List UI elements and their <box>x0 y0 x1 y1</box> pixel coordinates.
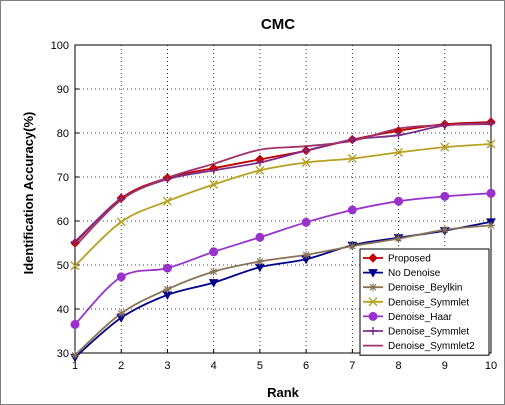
legend-marker <box>369 327 377 335</box>
data-point-4 <box>440 191 450 201</box>
data-point-4 <box>486 188 496 198</box>
y-axis-label: Identification Accuracy(%) <box>21 112 36 275</box>
series-line-5 <box>74 122 492 243</box>
data-point-2 <box>302 250 311 259</box>
data-point-5 <box>117 195 126 203</box>
data-point-4 <box>394 196 404 206</box>
series-line-3 <box>74 143 492 267</box>
y-tick-label: 50 <box>57 260 69 272</box>
y-tick-label: 100 <box>51 40 69 52</box>
y-tick-label: 30 <box>57 348 69 360</box>
data-point-5 <box>163 175 172 184</box>
data-point-2 <box>209 267 218 276</box>
chart-title: CMC <box>261 16 295 33</box>
x-tick-label: 3 <box>164 360 170 372</box>
data-point-3 <box>347 154 357 164</box>
y-tick-label: 90 <box>57 84 69 96</box>
y-tick-label: 80 <box>57 128 69 140</box>
y-tick-label: 70 <box>57 172 69 184</box>
x-axis-ticks: 1 2 3 4 5 6 7 8 9 10 <box>72 349 497 372</box>
legend-marker <box>368 311 378 321</box>
plot-area <box>74 44 492 354</box>
data-point-3 <box>116 217 126 227</box>
data-point-5 <box>394 131 403 140</box>
data-point-2 <box>71 351 79 360</box>
data-point-3 <box>301 157 311 167</box>
data-point-5 <box>302 146 311 155</box>
x-tick-label: 2 <box>118 360 124 372</box>
data-point-3 <box>486 139 496 149</box>
data-point-5 <box>71 237 79 246</box>
data-point-5 <box>209 166 218 175</box>
x-tick-label: 7 <box>349 360 355 372</box>
data-point-3 <box>440 142 450 152</box>
series-lines <box>74 121 492 359</box>
data-point-4 <box>209 247 219 257</box>
data-point-5 <box>487 119 495 128</box>
series-line-2 <box>74 224 492 356</box>
series-line-4 <box>74 192 492 326</box>
data-point-2 <box>487 221 495 230</box>
series-line-0 <box>74 121 492 244</box>
legend-marker <box>368 253 378 263</box>
data-point-3 <box>162 196 172 206</box>
legend-marker <box>368 297 378 307</box>
x-tick-label: 8 <box>395 360 401 372</box>
legend-entry: Denoise_Symmlet <box>388 327 469 338</box>
legend: Proposed No Denoise Denoise_Beylkin Denoise… <box>359 248 490 356</box>
data-point-2 <box>394 234 403 243</box>
data-point-1 <box>208 279 219 288</box>
legend-entry: Denoise_Symmlet <box>388 297 469 308</box>
x-tick-label: 10 <box>485 360 497 372</box>
x-tick-label: 6 <box>303 360 309 372</box>
data-point-5 <box>440 121 449 130</box>
data-point-3 <box>394 147 404 157</box>
data-point-4 <box>116 272 126 282</box>
data-point-2 <box>117 309 126 318</box>
data-point-5 <box>348 135 357 144</box>
x-tick-label: 9 <box>442 360 448 372</box>
data-point-4 <box>70 319 80 329</box>
legend-marker <box>369 283 377 292</box>
legend-marker <box>368 269 378 278</box>
y-tick-label: 40 <box>57 304 69 316</box>
legend-entry: No Denoise <box>388 268 441 279</box>
data-point-2 <box>440 225 449 234</box>
data-point-3 <box>209 179 219 189</box>
data-point-2 <box>255 257 264 266</box>
x-tick-label: 1 <box>72 360 78 372</box>
data-point-5 <box>255 158 264 167</box>
data-point-3 <box>70 261 80 271</box>
data-point-3 <box>255 165 265 175</box>
series-markers <box>70 117 496 363</box>
legend-entry: Denoise_Beylkin <box>388 283 463 294</box>
x-tick-label: 5 <box>257 360 263 372</box>
data-point-2 <box>163 285 172 294</box>
data-point-2 <box>348 242 357 251</box>
data-point-4 <box>301 217 311 227</box>
legend-entry: Denoise_Haar <box>388 312 453 323</box>
y-axis-ticks: 30 40 50 60 70 80 90 100 <box>51 40 79 360</box>
data-point-4 <box>347 205 357 215</box>
legend-entry: Denoise_Symmlet2 <box>388 341 475 352</box>
legend-entry: Proposed <box>388 254 431 265</box>
x-tick-label: 4 <box>211 360 217 372</box>
x-axis-label: Rank <box>267 385 300 400</box>
data-point-4 <box>162 263 172 273</box>
y-tick-label: 60 <box>57 216 69 228</box>
data-point-4 <box>255 232 265 242</box>
series-line-6 <box>74 123 492 248</box>
